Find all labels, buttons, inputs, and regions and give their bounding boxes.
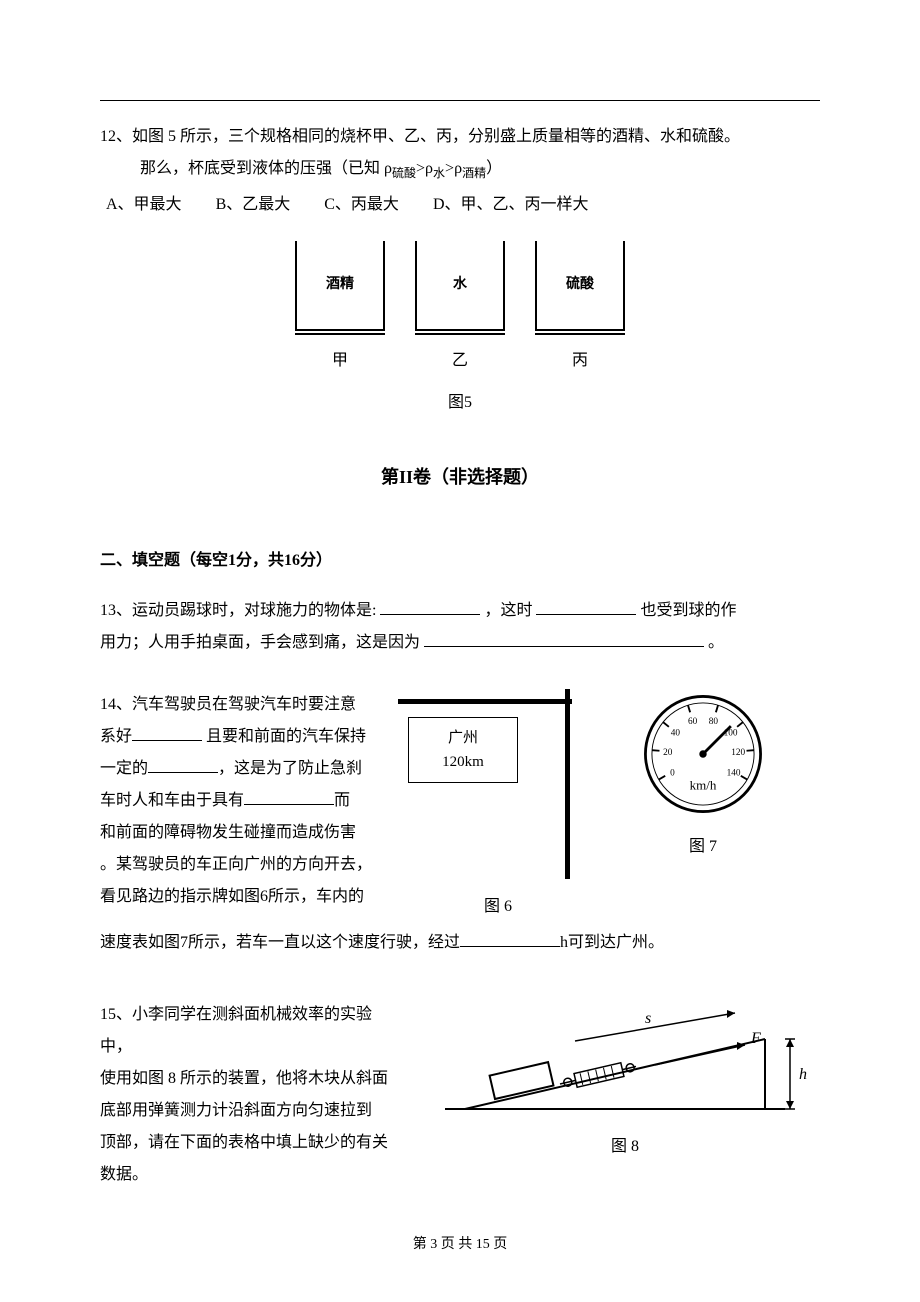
- q12-sub1: 硫酸: [392, 166, 416, 180]
- svg-text:120: 120: [731, 748, 745, 758]
- beaker-a: 酒精: [295, 241, 385, 331]
- beaker-c: 硫酸: [535, 241, 625, 331]
- footer-mid: 页 共: [437, 1237, 476, 1252]
- svg-text:80: 80: [709, 717, 719, 727]
- q12-opt-d: D、甲、乙、丙一样大: [433, 196, 589, 213]
- signpost: 广州 120km: [398, 689, 598, 879]
- q14-text: 14、汽车驾驶员在驾驶汽车时要注意 系好 且要和前面的汽车保持 一定的 ，这是为了…: [100, 689, 380, 913]
- q12-l2-suffix: ）: [486, 160, 502, 177]
- q12-line2: 那么，杯底受到液体的压强（已知 ρ硫酸>ρ水>ρ酒精）: [140, 153, 820, 185]
- figure-7: 020406080100120140 km/h 图 7: [638, 689, 768, 863]
- q12-opt-c: C、丙最大: [324, 196, 399, 213]
- q12-l2-prefix: 那么，杯底受到液体的压强（已知 ρ: [140, 160, 392, 177]
- q14-figures: 广州 120km 图 6 020406080100120140 km/h 图 7: [398, 689, 820, 923]
- footer-total: 15: [476, 1237, 490, 1252]
- q12-gt1: >ρ: [416, 160, 433, 177]
- q13-l2-prefix: 用力；人用手拍桌面，手会感到痛，这是因为: [100, 634, 420, 651]
- q15-text: 15、小李同学在测斜面机械效率的实验中， 使用如图 8 所示的装置，他将木块从斜…: [100, 999, 400, 1191]
- figure-5: 酒精 甲 水 乙 硫酸 丙 图5: [100, 241, 820, 419]
- q13-blank3[interactable]: [424, 630, 704, 648]
- q12-gt2: >ρ: [445, 160, 462, 177]
- section-2-sub: 二、填空题（每空1分，共16分）: [100, 545, 820, 577]
- incline-diagram: s F h: [435, 999, 815, 1119]
- fig5-caption: 图5: [100, 387, 820, 419]
- q14-l4a: 车时人和车由于具有: [100, 792, 244, 809]
- svg-text:s: s: [645, 1010, 651, 1027]
- q12-line1: 12、如图 5 所示，三个规格相同的烧杯甲、乙、丙，分别盛上质量相等的酒精、水和…: [100, 121, 820, 153]
- q14-blank4[interactable]: [460, 930, 560, 948]
- q14-final: 速度表如图7所示，若车一直以这个速度行驶，经过 h可到达广州。: [100, 927, 820, 959]
- question-13: 13、运动员踢球时，对球施力的物体是: ，这时 也受到球的作 用力；人用手拍桌面…: [100, 595, 820, 659]
- sign-box: 广州 120km: [408, 717, 518, 783]
- speedometer-icon: 020406080100120140 km/h: [638, 689, 768, 819]
- question-15: 15、小李同学在测斜面机械效率的实验中， 使用如图 8 所示的装置，他将木块从斜…: [100, 999, 820, 1191]
- sign-dist: 120km: [417, 750, 509, 774]
- q12-sub3: 酒精: [462, 166, 486, 180]
- page-footer: 第 3 页 共 15 页: [100, 1231, 820, 1259]
- q13-blank2[interactable]: [536, 598, 636, 616]
- q15-l5: 数据。: [100, 1159, 400, 1191]
- q12-sub2: 水: [433, 166, 445, 180]
- signpost-pole: [565, 689, 570, 879]
- q14-blank3[interactable]: [244, 788, 334, 806]
- fig6-caption: 图 6: [484, 891, 512, 923]
- beaker-c-wrap: 硫酸 丙: [535, 241, 625, 377]
- q13-mid2: 也受到球的作: [640, 602, 736, 619]
- q14-l2: 系好 且要和前面的汽车保持: [100, 721, 380, 753]
- svg-text:0: 0: [670, 769, 675, 779]
- svg-text:140: 140: [727, 769, 741, 779]
- q14-l2b: 且要和前面的汽车保持: [202, 728, 366, 745]
- q15-l4: 顶部，请在下面的表格中填上缺少的有关: [100, 1127, 400, 1159]
- q14-l3b: ，这是为了防止急刹: [218, 760, 362, 777]
- footer-pre: 第: [413, 1237, 431, 1252]
- q12-options: A、甲最大 B、乙最大 C、丙最大 D、甲、乙、丙一样大: [106, 189, 820, 221]
- svg-text:h: h: [799, 1066, 807, 1083]
- beakers-row: 酒精 甲 水 乙 硫酸 丙: [100, 241, 820, 377]
- q13-mid1: ，这时: [484, 602, 532, 619]
- question-12: 12、如图 5 所示，三个规格相同的烧杯甲、乙、丙，分别盛上质量相等的酒精、水和…: [100, 121, 820, 419]
- figure-6: 广州 120km 图 6: [398, 689, 598, 923]
- beaker-b-label: 乙: [452, 345, 468, 377]
- top-rule: [100, 100, 820, 101]
- q14-l5: 和前面的障碍物发生碰撞而造成伤害: [100, 817, 380, 849]
- q13-blank1[interactable]: [380, 598, 480, 616]
- beaker-c-label: 丙: [572, 345, 588, 377]
- beaker-a-wrap: 酒精 甲: [295, 241, 385, 377]
- q14-l1: 14、汽车驾驶员在驾驶汽车时要注意: [100, 689, 380, 721]
- q14-l7: 看见路边的指示牌如图6所示，车内的: [100, 881, 380, 913]
- footer-suf: 页: [490, 1237, 508, 1252]
- q14-l4: 车时人和车由于具有 而: [100, 785, 380, 817]
- fig7-caption: 图 7: [689, 831, 717, 863]
- q13-prefix: 13、运动员踢球时，对球施力的物体是:: [100, 602, 376, 619]
- q14-final-a: 速度表如图7所示，若车一直以这个速度行驶，经过: [100, 934, 460, 951]
- beaker-a-label: 甲: [332, 345, 348, 377]
- speedometer-unit: km/h: [690, 777, 717, 792]
- signpost-arm: [398, 699, 572, 704]
- figure-8: s F h 图 8: [430, 999, 820, 1163]
- fig8-caption: 图 8: [611, 1131, 639, 1163]
- q13-l2-suffix: 。: [708, 634, 724, 651]
- q12-opt-a: A、甲最大: [106, 196, 182, 213]
- q14-blank1[interactable]: [132, 724, 202, 742]
- q15-l1: 15、小李同学在测斜面机械效率的实验中，: [100, 999, 400, 1063]
- q15-l2: 使用如图 8 所示的装置，他将木块从斜面: [100, 1063, 400, 1095]
- q14-l3: 一定的 ，这是为了防止急刹: [100, 753, 380, 785]
- svg-text:60: 60: [688, 717, 698, 727]
- svg-text:20: 20: [663, 748, 673, 758]
- svg-text:F: F: [750, 1030, 761, 1047]
- svg-text:40: 40: [671, 729, 681, 739]
- q14-final-b: h可到达广州。: [560, 934, 664, 951]
- beaker-b: 水: [415, 241, 505, 331]
- sign-city: 广州: [417, 726, 509, 750]
- beaker-b-wrap: 水 乙: [415, 241, 505, 377]
- q14-l6: 。某驾驶员的车正向广州的方向开去，: [100, 849, 380, 881]
- question-14: 14、汽车驾驶员在驾驶汽车时要注意 系好 且要和前面的汽车保持 一定的 ，这是为了…: [100, 689, 820, 923]
- section-2-header: 第II卷（非选择题）: [100, 459, 820, 495]
- q15-l3: 底部用弹簧测力计沿斜面方向匀速拉到: [100, 1095, 400, 1127]
- q14-blank2[interactable]: [148, 756, 218, 774]
- q14-l2a: 系好: [100, 728, 132, 745]
- q14-l4b: 而: [334, 792, 350, 809]
- q12-opt-b: B、乙最大: [216, 196, 291, 213]
- q14-l3a: 一定的: [100, 760, 148, 777]
